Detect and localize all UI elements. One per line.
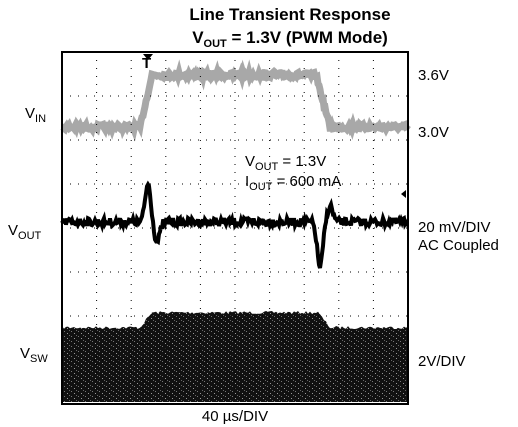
- annotation-rest: = 600 mA: [272, 173, 341, 190]
- right-label: 20 mV/DIV: [418, 219, 491, 236]
- title: Line Transient Response: [189, 5, 390, 24]
- label-subscript: SW: [30, 353, 48, 365]
- label-symbol: V: [8, 222, 18, 239]
- subtitle-symbol: V: [192, 28, 204, 47]
- annotation-symbol: V: [245, 153, 255, 170]
- vsw-label: VSW: [20, 345, 48, 365]
- vout-trace: [62, 185, 408, 269]
- label-subscript: IN: [35, 113, 46, 125]
- scope-figure: Line Transient Response VOUT = 1.3V (PWM…: [0, 0, 518, 427]
- time-scale: 40 µs/DIV: [202, 408, 268, 425]
- subtitle: VOUT = 1.3V (PWM Mode): [192, 28, 388, 50]
- scope-screen: [62, 52, 408, 404]
- annotation-subscript: OUT: [249, 181, 273, 193]
- right-label: 3.6V: [418, 67, 449, 84]
- subtitle-subscript: OUT: [204, 38, 228, 50]
- right-label: 3.0V: [418, 124, 449, 141]
- label-symbol: V: [25, 105, 35, 122]
- vin-label: VIN: [25, 105, 46, 125]
- subtitle-rest: = 1.3V (PWM Mode): [227, 28, 388, 47]
- level-marker: [401, 190, 406, 198]
- vout-label: VOUT: [8, 222, 42, 242]
- annotation: VOUT = 1.3V: [245, 153, 326, 173]
- label-subscript: OUT: [18, 230, 42, 242]
- right-label: 2V/DIV: [418, 353, 466, 370]
- right-label: AC Coupled: [418, 237, 499, 254]
- annotation-subscript: OUT: [255, 161, 279, 173]
- trigger-marker: T: [142, 55, 151, 72]
- annotation-rest: = 1.3V: [278, 153, 326, 170]
- annotation: IOUT = 600 mA: [245, 173, 341, 193]
- label-symbol: V: [20, 345, 30, 362]
